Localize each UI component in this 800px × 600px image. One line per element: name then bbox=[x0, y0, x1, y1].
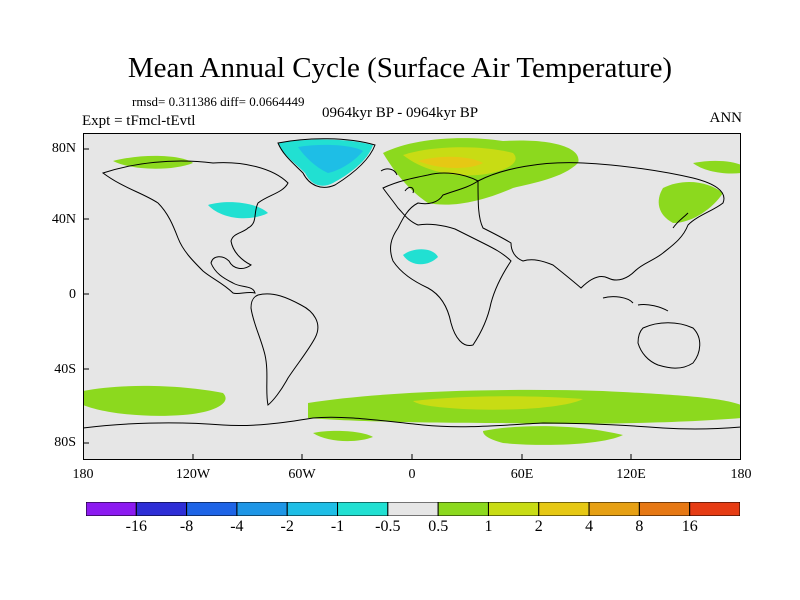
legend-swatch bbox=[236, 502, 288, 516]
x-label-180w: 180 bbox=[72, 467, 94, 482]
legend-swatch bbox=[588, 502, 640, 516]
y-label-80n: 80N bbox=[51, 141, 76, 156]
legend-swatch bbox=[186, 502, 238, 516]
y-label-80s: 80S bbox=[54, 435, 76, 450]
x-label-120w: 120W bbox=[175, 467, 211, 482]
legend-swatch bbox=[487, 502, 540, 516]
color-legend bbox=[86, 502, 740, 516]
legend-swatch bbox=[638, 502, 691, 516]
legend-label: 16 bbox=[681, 518, 698, 535]
x-label-60e: 60E bbox=[510, 467, 534, 482]
legend-swatch bbox=[86, 502, 137, 516]
period-label: 0964kyr BP - 0964kyr BP bbox=[322, 105, 479, 121]
legend-swatch bbox=[387, 502, 439, 516]
legend-label: 4 bbox=[585, 518, 594, 535]
legend-label: 8 bbox=[635, 518, 644, 535]
legend-label: -1 bbox=[330, 518, 345, 535]
legend-label: 1 bbox=[484, 518, 493, 535]
map-panel bbox=[83, 133, 741, 460]
x-label-120e: 120E bbox=[616, 467, 646, 482]
stats-text: rmsd= 0.311386 diff= 0.0664449 bbox=[132, 94, 305, 109]
legend-label: 2 bbox=[534, 518, 543, 535]
legend-label: 0.5 bbox=[428, 518, 449, 535]
legend-swatch bbox=[689, 502, 740, 516]
season-label: ANN bbox=[709, 110, 743, 126]
axis-ticks bbox=[83, 148, 632, 460]
legend-swatch bbox=[437, 502, 489, 516]
legend-swatch bbox=[286, 502, 339, 516]
legend-label: -16 bbox=[125, 518, 147, 535]
x-label-60w: 60W bbox=[288, 467, 316, 482]
legend-swatch bbox=[538, 502, 590, 516]
x-label-0: 0 bbox=[408, 467, 416, 482]
experiment-label: Expt = tFmcl-tEvtl bbox=[82, 113, 196, 129]
anomaly-shading bbox=[83, 138, 741, 445]
chart-title: Mean Annual Cycle (Surface Air Temperatu… bbox=[127, 52, 673, 84]
coastlines bbox=[83, 138, 741, 430]
legend-label: -8 bbox=[179, 518, 194, 535]
legend-label: -4 bbox=[230, 518, 244, 535]
y-label-40s: 40S bbox=[54, 362, 76, 377]
y-label-0: 0 bbox=[69, 287, 76, 302]
legend-label: -2 bbox=[280, 518, 294, 535]
legend-swatch bbox=[135, 502, 188, 516]
legend-swatch bbox=[337, 502, 389, 516]
y-label-40n: 40N bbox=[51, 212, 76, 227]
x-label-180e: 180 bbox=[730, 467, 752, 482]
legend-label: -0.5 bbox=[375, 518, 401, 535]
map-svg bbox=[83, 133, 741, 460]
